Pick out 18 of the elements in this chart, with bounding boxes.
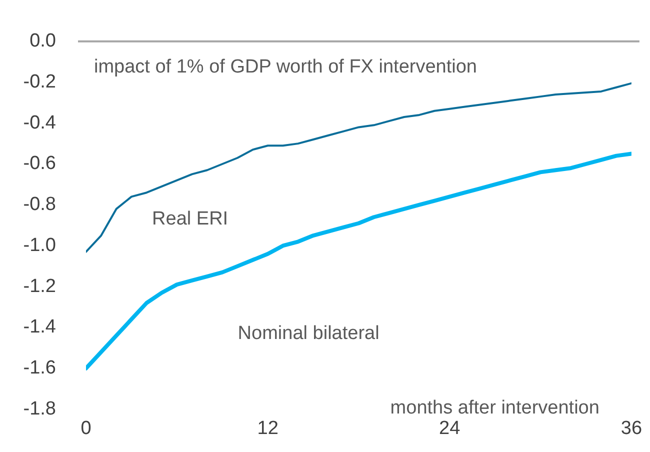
y-tick-label: -1.2 xyxy=(23,276,56,297)
x-tick-label: 0 xyxy=(80,418,92,439)
text: Nominal bilateral xyxy=(238,323,380,344)
y-tick-label: -0.4 xyxy=(23,112,56,134)
y-tick-label: -1.6 xyxy=(23,358,56,379)
x-tick-label: 24 xyxy=(439,418,461,439)
y-tick-label: -0.2 xyxy=(23,72,56,92)
y-tick-label: -1.0 xyxy=(23,234,56,256)
x-tick-label: 12 xyxy=(257,418,278,439)
x-axis-title: months after intervention xyxy=(390,397,600,418)
y-tick-label: 0.0 xyxy=(30,30,56,52)
y-tick-label: -1.8 xyxy=(23,398,56,420)
y-tick-label: -1.4 xyxy=(23,316,56,338)
text: impact of 1% of GDP worth of FX intervention xyxy=(94,56,477,78)
y-tick-label: -0.8 xyxy=(23,194,56,216)
series-label: Real ERI xyxy=(152,208,228,230)
y-tick-label: -0.6 xyxy=(23,153,56,174)
x-tick-label: 36 xyxy=(620,418,642,439)
